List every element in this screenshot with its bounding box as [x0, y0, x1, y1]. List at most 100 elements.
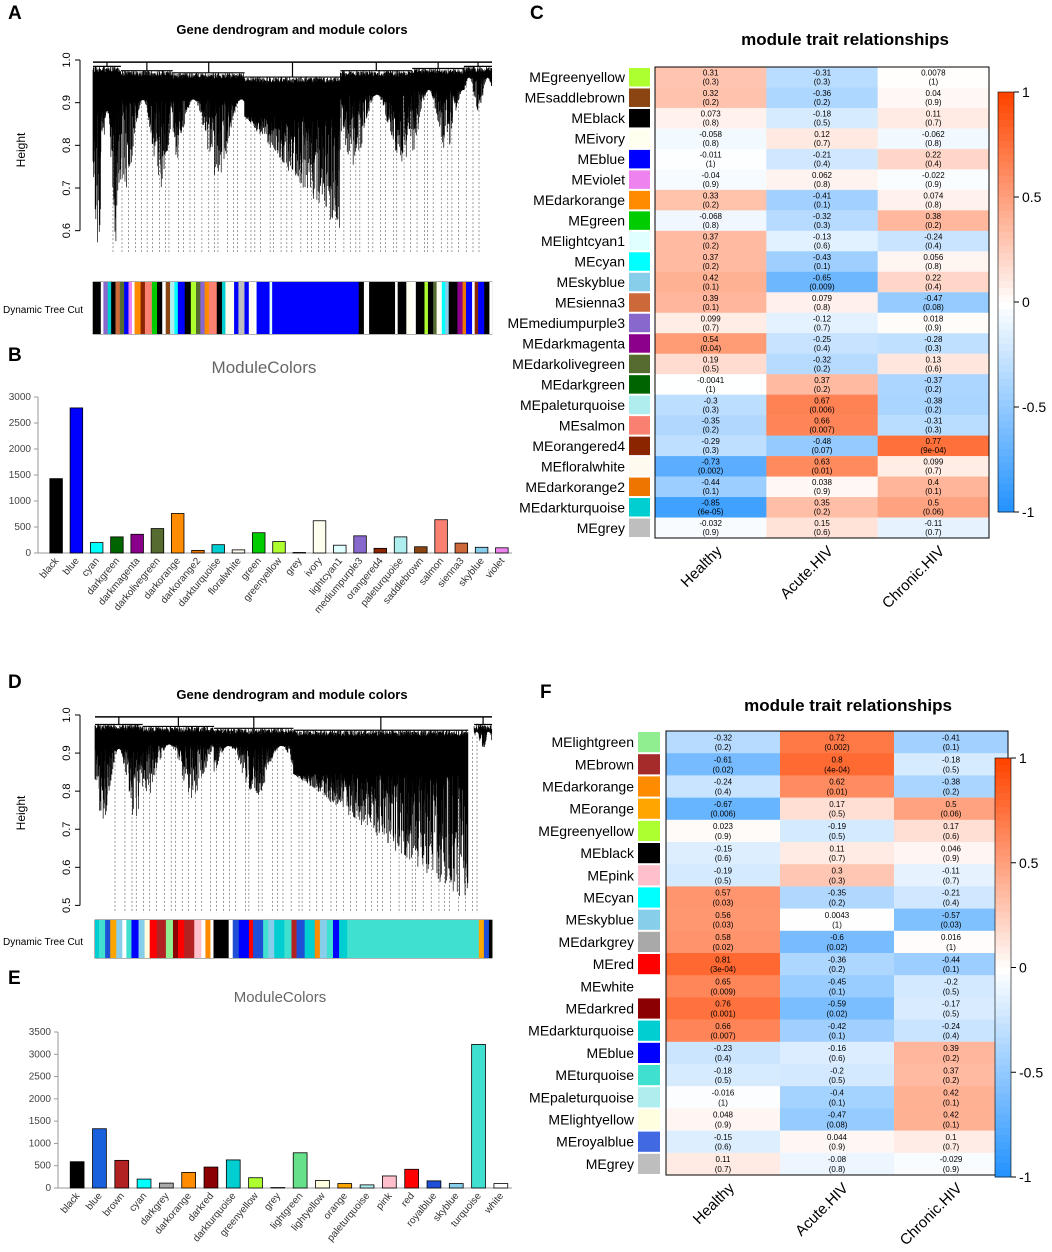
module-swatch-blue	[638, 1042, 660, 1063]
heatmap-column-label: Chronic.HIV	[879, 543, 948, 612]
heatmap-cell-pvalue: (0.3)	[814, 221, 831, 230]
b-bar-darkolivegreen	[150, 528, 165, 554]
module-swatch-paleturquoise	[629, 395, 650, 415]
e-y-tick-label: 1500	[29, 1116, 52, 1127]
heatmap-cell-pvalue: (0.5)	[829, 810, 846, 819]
heatmap-cell	[894, 908, 1009, 932]
legend-gradient-step	[998, 211, 1014, 219]
heatmap-cell-value: -0.48	[813, 437, 832, 446]
module-color-segment	[427, 282, 434, 334]
module-color-segment	[99, 920, 106, 958]
panel-label-a: A	[8, 3, 22, 24]
module-color-segment	[397, 282, 407, 334]
heatmap-cell-pvalue: (1)	[928, 78, 938, 87]
heatmap-cell-value: -0.15	[714, 1133, 733, 1142]
heatmap-cell-pvalue: (0.1)	[943, 1120, 960, 1129]
module-color-segment	[174, 282, 179, 334]
heatmap-cell	[780, 797, 895, 821]
heatmap-frame	[654, 66, 990, 539]
legend-gradient-step	[998, 155, 1014, 163]
module-color-segment	[436, 282, 443, 334]
heatmap-cell-pvalue: (0.8)	[702, 139, 719, 148]
heatmap-cell-value: 0.81	[715, 955, 731, 964]
heatmap-cell-pvalue: (0.6)	[829, 1054, 846, 1063]
heatmap-cell	[877, 374, 990, 395]
panel-label-e: E	[8, 968, 21, 989]
heatmap-cell-value: 0.42	[703, 273, 719, 282]
heatmap-cell-value: -0.032	[699, 519, 722, 528]
heatmap-cell	[666, 797, 781, 821]
heatmap-cell-value: 0.11	[716, 1155, 732, 1164]
heatmap-row-label: MEivory	[574, 131, 625, 147]
dendrogram-a: Gene dendrogram and module colors Height…	[3, 22, 493, 335]
legend-gradient-step	[998, 113, 1014, 121]
heatmap-row-label: MEfloralwhite	[541, 458, 625, 474]
heatmap-cell	[766, 148, 878, 170]
module-color-segment	[100, 282, 104, 334]
heatmap-cell-pvalue: (6e-05)	[698, 508, 724, 517]
heatmap-cell-pvalue: (0.006)	[809, 405, 835, 414]
legend-gradient-step	[998, 239, 1014, 247]
module-color-segment	[489, 282, 493, 334]
legend-gradient-step	[995, 785, 1011, 794]
heatmap-row-label: MEdarkmagenta	[522, 335, 625, 351]
heatmap-cell-value: 0.079	[812, 294, 833, 303]
heatmap-cell-pvalue: (0.2)	[925, 385, 942, 394]
heatmap-cell-value: 0.0078	[921, 69, 946, 78]
heatmap-cell	[655, 374, 767, 395]
b-y-tick-label: 1500	[9, 470, 32, 481]
heatmap-cell-value: -0.41	[813, 191, 832, 200]
legend-gradient-step	[998, 274, 1014, 282]
heatmap-cell-value: 0.5	[928, 499, 940, 508]
b-y-tick-label: 500	[14, 522, 31, 533]
legend-gradient-step	[998, 120, 1014, 128]
legend-gradient-step	[998, 456, 1014, 464]
heatmap-column-label: Acute.HIV	[792, 1180, 852, 1240]
heatmap-cell-value: -0.35	[828, 889, 847, 898]
legend-gradient-step	[995, 855, 1011, 864]
module-color-segment	[238, 282, 245, 334]
heatmap-cell	[780, 1041, 895, 1065]
bar-chart-e-title: ModuleColors	[234, 989, 327, 1006]
heatmap-cell	[780, 864, 895, 887]
heatmap-row-label: MEcyan	[574, 254, 625, 270]
heatmap-cell	[655, 517, 767, 539]
heatmap-cell	[666, 1152, 781, 1176]
heatmap-cell-value: -0.18	[813, 110, 832, 119]
legend-gradient-step	[995, 1030, 1011, 1038]
heatmap-cell	[780, 819, 895, 843]
heatmap-cell	[877, 497, 990, 518]
module-color-segment	[358, 282, 365, 334]
module-swatch-turquoise	[638, 1065, 660, 1086]
legend-gradient-step	[998, 365, 1014, 373]
heatmap-cell-value: -0.85	[702, 499, 721, 508]
heatmap-row-label: MEorange	[569, 801, 634, 817]
heatmap-row-label: MEsalmon	[559, 417, 625, 433]
e-bar-pink	[382, 1175, 397, 1189]
module-swatch-grey	[638, 1153, 660, 1174]
heatmap-cell-value: -0.18	[942, 756, 961, 765]
heatmap-cell-pvalue: (0.9)	[925, 323, 942, 332]
heatmap-cell-pvalue: (0.02)	[713, 943, 734, 952]
a-y-tick-label: 0.8	[61, 138, 73, 153]
legend-gradient-step	[995, 1100, 1011, 1108]
module-swatch-darkolivegreen	[629, 354, 650, 374]
panel-label-b: B	[8, 345, 22, 366]
heatmap-cell-pvalue: (0.1)	[943, 1098, 960, 1107]
heatmap-cell-pvalue: (0.02)	[827, 1009, 848, 1018]
heatmap-cell	[894, 1108, 1009, 1131]
module-color-segment	[424, 282, 429, 334]
heatmap-cell-value: 0.19	[703, 355, 719, 364]
heatmap-cell-pvalue: (0.4)	[943, 1032, 960, 1041]
heatmap-cell-value: -0.28	[924, 335, 943, 344]
heatmap-cell-value: -0.38	[942, 778, 961, 787]
heatmap-cell-pvalue: (0.03)	[713, 921, 734, 930]
heatmap-cell-pvalue: (0.1)	[829, 1032, 846, 1041]
module-color-segment	[107, 282, 112, 334]
module-color-segment	[200, 282, 206, 334]
module-color-segment	[110, 920, 117, 958]
bar-chart-b: ModuleColors 0 500 1000 1500 2000 2500 3000 bl…	[9, 358, 512, 616]
heatmap-row-label: MEgrey	[586, 1156, 634, 1172]
panel-label-f: F	[540, 682, 552, 703]
module-swatch-darkorange	[638, 776, 660, 797]
